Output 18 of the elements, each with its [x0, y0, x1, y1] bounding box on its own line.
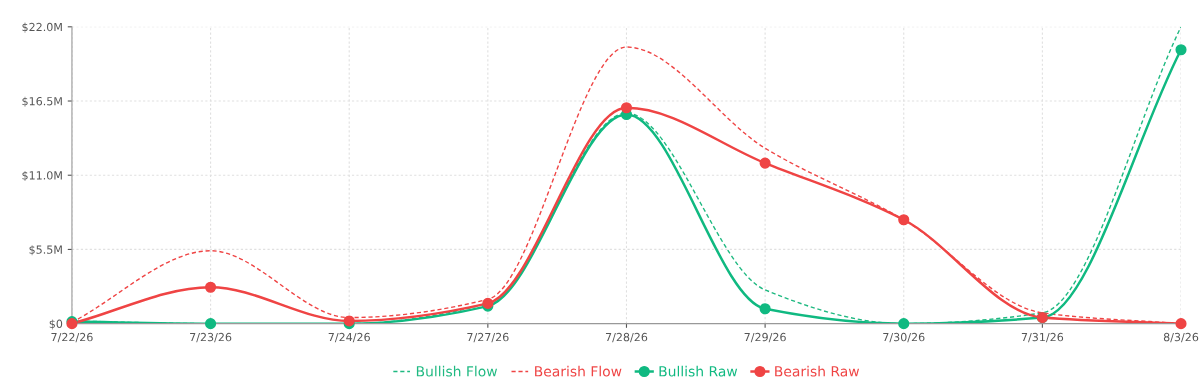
x-tick-label: 8/3/26 — [1163, 332, 1199, 343]
x-tick-label: 7/23/26 — [190, 332, 232, 343]
legend-label: Bearish Raw — [775, 365, 860, 377]
x-tick-label: 7/28/26 — [605, 332, 648, 343]
y-tick-label: $5.5M — [29, 245, 62, 256]
y-tick-label: $11.0M — [22, 171, 62, 182]
x-tick-label: 7/29/26 — [744, 332, 786, 343]
x-tick-label: 7/24/26 — [328, 332, 370, 343]
y-tick-label: $22.0M — [22, 22, 62, 33]
x-tick-label: 7/22/26 — [51, 332, 93, 343]
y-tick-label: $16.5M — [22, 96, 62, 107]
legend-label: Bullish Flow — [416, 365, 498, 377]
y-tick-label: $0 — [49, 319, 63, 330]
x-tick-label: 7/27/26 — [467, 332, 509, 343]
x-tick-label: 7/30/26 — [883, 332, 925, 343]
x-tick-label: 7/31/26 — [1021, 332, 1064, 343]
legend-label: Bearish Flow — [535, 365, 622, 377]
legend-label: Bullish Raw — [659, 365, 738, 377]
